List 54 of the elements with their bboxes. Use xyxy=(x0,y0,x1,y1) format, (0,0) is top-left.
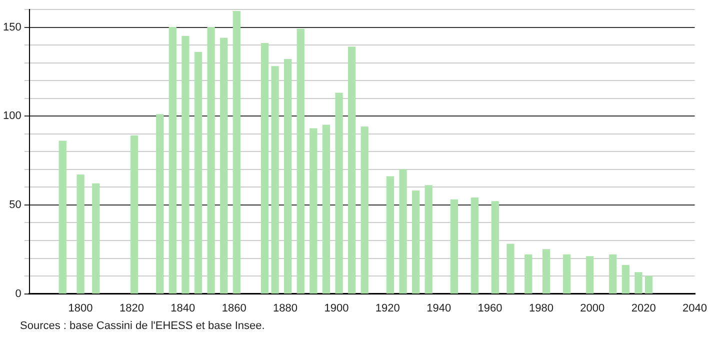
bar xyxy=(284,59,292,294)
bar xyxy=(76,174,84,294)
y-tick-label: 150 xyxy=(2,21,22,34)
bar xyxy=(322,124,330,294)
bar xyxy=(622,265,630,294)
bar xyxy=(562,254,571,294)
bar xyxy=(182,36,190,294)
x-tick-label: 1980 xyxy=(528,302,554,314)
bar xyxy=(156,114,164,294)
x-tick-label: 2000 xyxy=(580,302,605,314)
x-tick-label: 1900 xyxy=(324,302,349,314)
bar xyxy=(634,272,642,294)
bar xyxy=(644,276,653,294)
bar xyxy=(92,183,100,294)
x-tick-label: 2020 xyxy=(631,302,656,314)
bar xyxy=(586,256,594,294)
bar xyxy=(207,27,215,294)
bar xyxy=(609,254,617,294)
bar xyxy=(412,190,420,294)
bar xyxy=(58,140,66,294)
bar xyxy=(399,169,407,294)
bar xyxy=(506,244,514,294)
y-tick-label: 50 xyxy=(9,199,22,212)
x-tick-label: 2040 xyxy=(682,302,708,314)
bar xyxy=(232,11,240,294)
bar xyxy=(424,185,432,294)
x-tick-label: 1880 xyxy=(273,302,298,314)
bar xyxy=(220,38,228,294)
bar xyxy=(130,135,138,294)
bar xyxy=(386,176,394,294)
bar xyxy=(271,66,279,294)
bar xyxy=(360,126,368,294)
bar xyxy=(524,254,532,294)
bar xyxy=(194,52,202,294)
bar xyxy=(348,46,356,294)
x-tick-label: 1840 xyxy=(170,302,196,314)
x-tick-label: 1920 xyxy=(375,302,400,314)
bar xyxy=(296,28,304,294)
bar xyxy=(335,92,343,294)
bar xyxy=(470,198,478,294)
x-tick-label: 1820 xyxy=(119,302,144,314)
bar xyxy=(310,128,318,294)
bar xyxy=(260,43,269,294)
source-note: Sources : base Cassini de l'EHESS et base Insee. xyxy=(20,320,265,332)
x-tick-label: 1960 xyxy=(478,302,502,314)
bar xyxy=(542,249,550,294)
bar xyxy=(450,199,458,294)
x-tick-label: 1800 xyxy=(68,302,93,314)
bar xyxy=(168,27,177,294)
y-tick-label: 100 xyxy=(2,110,22,122)
x-tick-label: 1860 xyxy=(222,302,246,314)
x-tick-label: 1940 xyxy=(426,302,452,314)
y-tick-label: 0 xyxy=(15,288,22,300)
bar xyxy=(491,201,499,294)
